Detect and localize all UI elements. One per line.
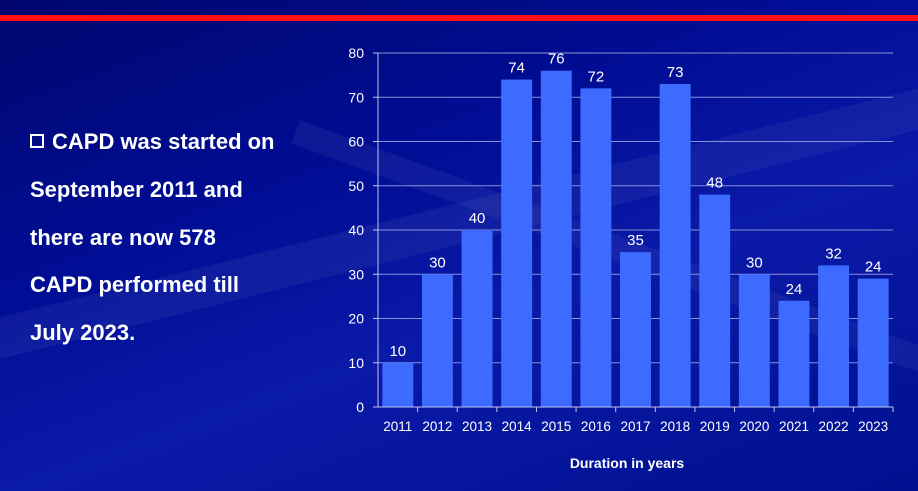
data-label: 40 (469, 210, 486, 227)
data-label: 76 (548, 51, 565, 68)
data-label: 24 (865, 259, 882, 276)
bar-2021 (778, 300, 810, 407)
bar-2014 (501, 79, 533, 408)
bullet-line: CAPD was started on (30, 118, 350, 166)
x-tick-label: 2018 (660, 419, 690, 434)
y-tick-label: 50 (348, 178, 364, 194)
bar-2016 (580, 88, 612, 408)
data-label: 73 (667, 64, 684, 81)
bar-2022 (818, 265, 850, 407)
x-tick-label: 2021 (779, 419, 809, 434)
data-label: 10 (389, 343, 406, 360)
y-tick-label: 30 (348, 266, 364, 282)
data-label: 24 (786, 281, 803, 298)
bullet-line: September 2011 and (30, 176, 243, 202)
x-tick-label: 2015 (541, 419, 571, 434)
bar-2012 (421, 274, 453, 407)
data-label: 35 (627, 232, 644, 249)
x-tick-label: 2011 (383, 419, 412, 434)
y-tick-label: 70 (348, 89, 364, 105)
y-tick-label: 20 (348, 311, 364, 327)
data-label: 32 (825, 245, 842, 262)
bar-2013 (461, 230, 493, 407)
x-tick-label: 2013 (462, 419, 492, 434)
x-tick-label: 2023 (858, 419, 888, 434)
data-label: 30 (429, 254, 446, 271)
bullet-line: July 2023. (30, 320, 136, 346)
y-tick-label: 0 (356, 399, 364, 415)
y-tick-label: 10 (348, 355, 364, 371)
data-label: 74 (508, 60, 525, 77)
y-tick-label: 80 (348, 45, 364, 61)
bullet-line: there are now 578 (30, 224, 216, 250)
bar-2019 (699, 194, 731, 407)
x-tick-label: 2022 (819, 419, 849, 434)
x-tick-label: 2020 (739, 419, 769, 434)
bar-2023 (857, 278, 889, 407)
data-label: 30 (746, 254, 763, 271)
bar-2015 (540, 70, 572, 407)
bar-2018 (659, 83, 691, 407)
x-tick-label: 2017 (620, 419, 650, 434)
x-tick-label: 2016 (581, 419, 611, 434)
bar-2020 (738, 274, 770, 407)
x-tick-label: 2019 (700, 419, 730, 434)
y-tick-label: 60 (348, 134, 364, 150)
bar-2011 (382, 362, 414, 407)
x-tick-label: 2014 (502, 419, 533, 434)
x-tick-label: 2012 (422, 419, 452, 434)
x-axis-title: Duration in years (570, 455, 685, 471)
bullet-text: CAPD was started on September 2011 and t… (30, 118, 350, 357)
data-label: 48 (706, 175, 723, 192)
bullet-line: CAPD performed till (30, 272, 240, 298)
bar-2017 (620, 252, 651, 407)
data-label: 72 (588, 68, 605, 85)
title-divider-line (0, 15, 918, 21)
y-tick-label: 40 (348, 222, 364, 238)
hollow-square-bullet-icon (30, 134, 44, 148)
